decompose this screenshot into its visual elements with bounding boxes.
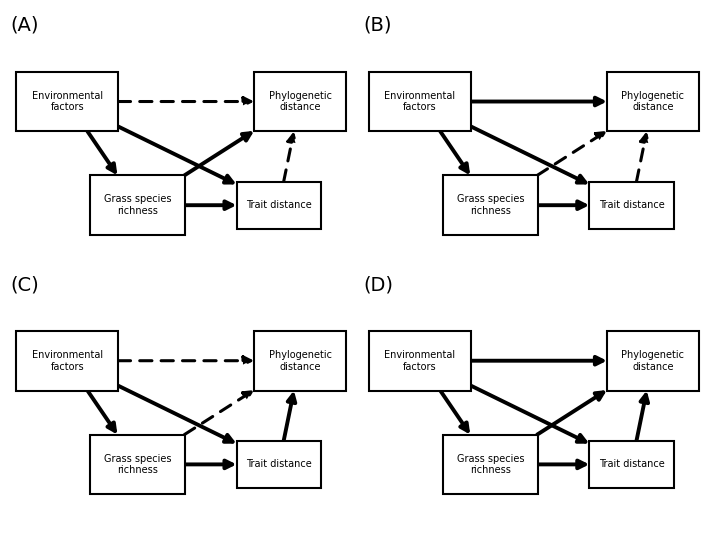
Text: Grass species
richness: Grass species richness [104, 454, 171, 475]
FancyBboxPatch shape [607, 331, 698, 390]
Text: (A): (A) [11, 16, 39, 35]
Text: Environmental
factors: Environmental factors [384, 91, 456, 112]
Text: Phylogenetic
distance: Phylogenetic distance [269, 350, 331, 372]
Text: Trait distance: Trait distance [599, 200, 665, 210]
FancyBboxPatch shape [607, 72, 698, 131]
Text: Trait distance: Trait distance [599, 460, 665, 469]
Text: Grass species
richness: Grass species richness [456, 454, 524, 475]
FancyBboxPatch shape [443, 176, 538, 235]
FancyBboxPatch shape [369, 72, 471, 131]
Text: Environmental
factors: Environmental factors [384, 350, 456, 372]
FancyBboxPatch shape [443, 435, 538, 494]
FancyBboxPatch shape [589, 441, 674, 488]
Text: Environmental
factors: Environmental factors [32, 350, 103, 372]
FancyBboxPatch shape [236, 441, 321, 488]
FancyBboxPatch shape [369, 331, 471, 390]
Text: (B): (B) [364, 16, 392, 35]
Text: Phylogenetic
distance: Phylogenetic distance [621, 350, 684, 372]
FancyBboxPatch shape [90, 176, 185, 235]
Text: Trait distance: Trait distance [246, 200, 312, 210]
Text: Grass species
richness: Grass species richness [104, 194, 171, 216]
FancyBboxPatch shape [254, 331, 346, 390]
Text: Phylogenetic
distance: Phylogenetic distance [621, 91, 684, 112]
FancyBboxPatch shape [236, 182, 321, 228]
FancyBboxPatch shape [254, 72, 346, 131]
Text: Trait distance: Trait distance [246, 460, 312, 469]
Text: (C): (C) [11, 275, 40, 294]
FancyBboxPatch shape [16, 72, 118, 131]
FancyBboxPatch shape [16, 331, 118, 390]
Text: Environmental
factors: Environmental factors [32, 91, 103, 112]
FancyBboxPatch shape [589, 182, 674, 228]
Text: (D): (D) [364, 275, 394, 294]
FancyBboxPatch shape [90, 435, 185, 494]
Text: Grass species
richness: Grass species richness [456, 194, 524, 216]
Text: Phylogenetic
distance: Phylogenetic distance [269, 91, 331, 112]
